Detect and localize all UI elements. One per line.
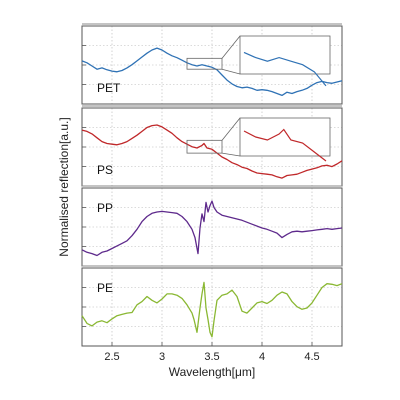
inset-connector-top-ps bbox=[221, 117, 241, 141]
y-axis-title: Normalised reflection[a.u.] bbox=[57, 117, 71, 256]
panel-ps: PS bbox=[81, 105, 343, 187]
series-line-pet bbox=[81, 47, 343, 97]
x-tick-label-0: 2.5 bbox=[104, 351, 119, 363]
x-axis-title: Wavelength[μm] bbox=[169, 365, 256, 379]
inset-box-pet bbox=[239, 35, 331, 75]
x-tick-label-2: 3.5 bbox=[204, 351, 219, 363]
series-line-pe bbox=[81, 281, 343, 338]
inset-connector-bottom-pet bbox=[221, 68, 241, 75]
inset-box-ps bbox=[239, 117, 331, 157]
panel-pp: PP bbox=[81, 185, 343, 267]
panel-frame-pet bbox=[81, 25, 343, 105]
inset-line-pet bbox=[243, 51, 327, 87]
series-line-ps bbox=[81, 124, 343, 179]
series-label-pet: PET bbox=[97, 81, 121, 95]
inset-connector-bottom-ps bbox=[221, 152, 241, 157]
series-label-pp: PP bbox=[97, 201, 113, 215]
inset-line-ps bbox=[243, 128, 327, 162]
panel-pet: PET bbox=[81, 23, 343, 105]
x-tick-label-3: 4 bbox=[259, 351, 265, 363]
x-axis: 2.5 3 3.5 4 4.5 bbox=[104, 342, 320, 363]
panel-pe: PE bbox=[81, 265, 343, 347]
series-label-ps: PS bbox=[97, 163, 113, 177]
series-label-pe: PE bbox=[97, 281, 113, 295]
x-tick-label-4: 4.5 bbox=[304, 351, 319, 363]
x-tick-label-1: 3 bbox=[159, 351, 165, 363]
zoom-region-ps bbox=[186, 139, 223, 154]
inset-connector-top-pet bbox=[221, 35, 241, 59]
series-line-pp bbox=[81, 200, 343, 257]
zoom-region-pet bbox=[186, 57, 223, 70]
panels-layer: PET PS PP PE bbox=[81, 23, 343, 347]
